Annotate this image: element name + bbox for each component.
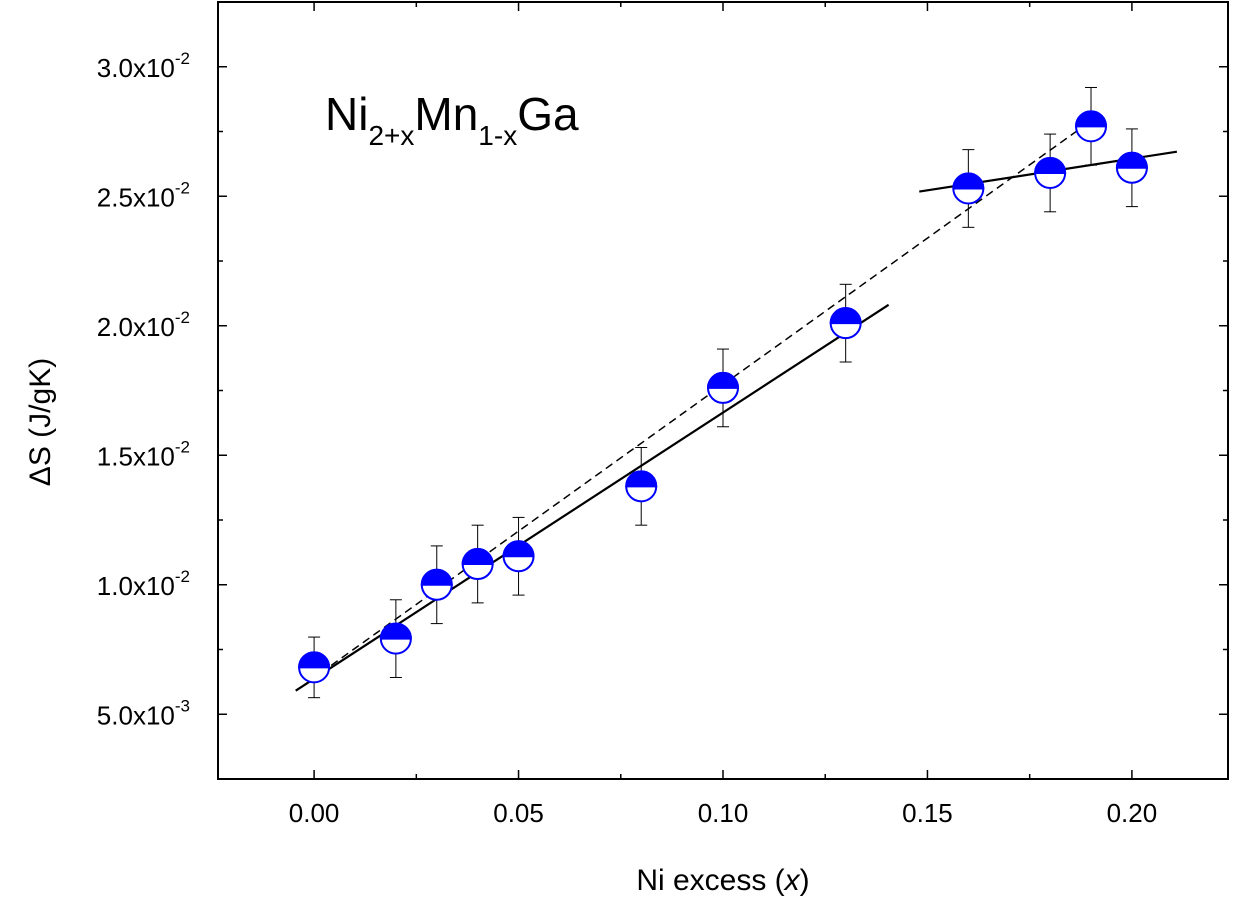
x-tick-label: 0.15 (902, 798, 953, 828)
x-axis-title: Ni excess (x) (636, 864, 809, 897)
data-point-fill (379, 622, 412, 640)
formula-part: Mn (414, 88, 478, 140)
y-tick-mantissa: 2.0x10 (97, 312, 175, 342)
data-point-fill (1034, 157, 1067, 174)
data-point-fill (706, 371, 740, 389)
y-tick-mantissa: 3.0x10 (97, 53, 175, 83)
y-axis-title: ΔS (J/gK) (24, 358, 57, 486)
y-tick-exponent: -3 (175, 696, 190, 715)
y-tick-mantissa: 2.5x10 (97, 182, 175, 212)
y-tick-exponent: -2 (175, 567, 190, 586)
data-point-fill (461, 548, 494, 566)
y-tick-label: 1.5x10-2 (97, 437, 190, 471)
data-point-fill (952, 172, 985, 190)
formula-part: Ga (517, 88, 579, 140)
y-tick-label: 2.5x10-2 (97, 178, 190, 212)
formula-annotation: Ni2+xMn1-xGa (325, 88, 579, 151)
x-axis-title-prefix: Ni excess ( (636, 864, 784, 897)
y-tick-label: 5.0x10-3 (97, 696, 190, 730)
data-point-fill (298, 651, 331, 669)
y-tick-mantissa: 1.5x10 (97, 441, 175, 471)
formula-part: Ni (325, 88, 368, 140)
x-tick-label: 0.10 (698, 798, 749, 828)
data-point-fill (1075, 110, 1108, 128)
y-tick-exponent: -2 (175, 49, 190, 68)
formula-subscript: 1-x (478, 120, 517, 151)
y-tick-exponent: -2 (175, 178, 190, 197)
x-tick-label: 0.05 (493, 798, 544, 828)
data-point-fill (829, 307, 862, 325)
y-tick-mantissa: 1.0x10 (97, 571, 175, 601)
y-tick-label: 2.0x10-2 (97, 308, 190, 342)
formula-subscript: 2+x (368, 120, 414, 151)
x-axis-title-variable: x (783, 864, 801, 897)
y-tick-label: 3.0x10-2 (97, 49, 190, 83)
y-tick-mantissa: 5.0x10 (97, 700, 175, 730)
x-axis-title-suffix: ) (800, 864, 810, 897)
chart-marks: 0.00 0.05 0.10 0.15 0.205.0x10-31.0x10-21.5x… (97, 1, 1229, 828)
y-tick-exponent: -2 (175, 308, 190, 327)
data-point-fill (1115, 151, 1148, 169)
x-tick-label: 0.00 (289, 798, 340, 828)
x-tick-label: 0.20 (1107, 798, 1158, 828)
data-point-fill (625, 470, 658, 488)
y-tick-exponent: -2 (175, 437, 190, 456)
y-tick-label: 1.0x10-2 (97, 567, 190, 601)
data-point-fill (420, 568, 453, 586)
data-point-fill (502, 540, 535, 558)
